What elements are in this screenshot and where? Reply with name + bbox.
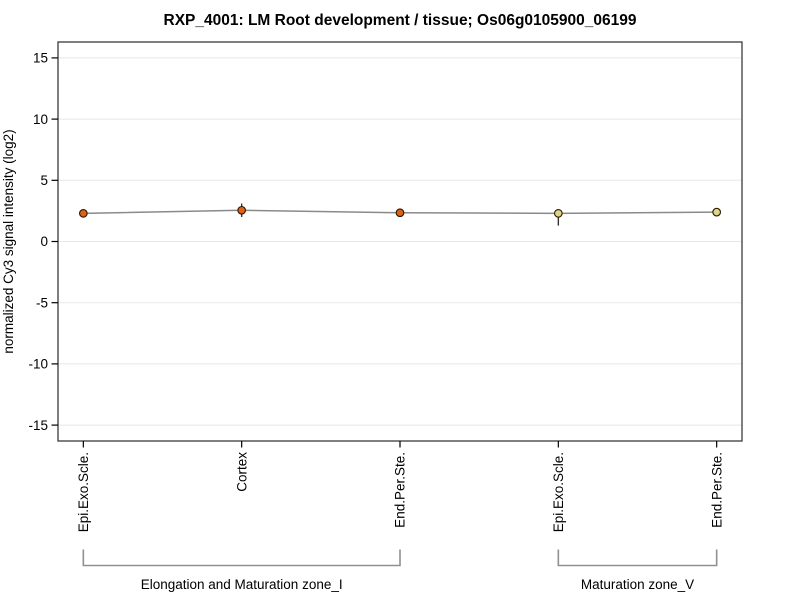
x-tick-label: Cortex — [234, 452, 249, 492]
data-point — [712, 207, 722, 217]
group-bracket — [82, 549, 401, 567]
group-label: Maturation zone_V — [581, 577, 694, 592]
y-tick-label: 0 — [40, 234, 48, 249]
data-point — [78, 208, 88, 218]
chart-generated-layer: 15 10 5 0 -5 -10 -15 Epi.Exo.Scle. Cortex End.Per… — [28, 41, 743, 592]
x-tick-label: Epi.Exo.Scle. — [76, 452, 91, 532]
y-tick-label: 10 — [33, 112, 48, 127]
chart-title: RXP_4001: LM Root development / tissue; … — [164, 12, 637, 29]
y-tick-label: 15 — [33, 51, 48, 66]
y-axis-title: normalized Cy3 signal intensity (log2) — [1, 129, 16, 353]
x-tick-label: Epi.Exo.Scle. — [551, 452, 566, 532]
x-tick-label: End.Per.Ste. — [393, 452, 408, 528]
data-point — [553, 208, 563, 218]
data-point — [237, 205, 247, 215]
y-tick-label: -15 — [28, 418, 48, 433]
data-point — [395, 208, 405, 218]
y-tick-label: -10 — [28, 357, 48, 372]
group-bracket — [557, 549, 718, 567]
y-tick-label: 5 — [40, 173, 48, 188]
x-tick-label: End.Per.Ste. — [709, 452, 724, 528]
group-label: Elongation and Maturation zone_I — [141, 577, 343, 592]
y-tick-label: -5 — [36, 295, 48, 310]
